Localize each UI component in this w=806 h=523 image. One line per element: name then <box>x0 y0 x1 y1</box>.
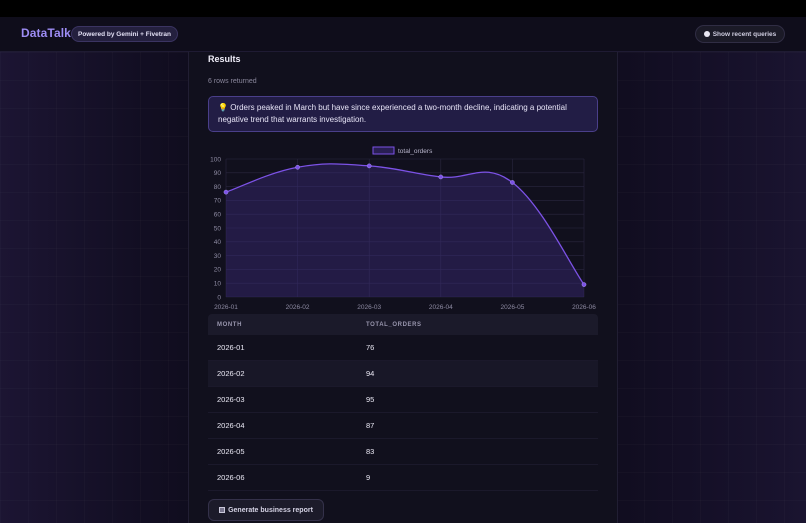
cell-total-orders: 76 <box>366 343 375 352</box>
x-tick-label: 2026-06 <box>572 304 596 311</box>
data-point <box>438 174 444 180</box>
orders-line-chart: 0 10 20 30 40 50 60 70 80 90 100 2026-01 2026-02 2026… <box>200 143 606 313</box>
data-point <box>581 282 587 287</box>
cell-month: 2026-02 <box>217 369 245 378</box>
y-tick-label: 60 <box>214 212 222 219</box>
y-tick-label: 40 <box>214 239 222 246</box>
data-point <box>223 189 229 195</box>
cell-month: 2026-06 <box>217 473 245 482</box>
table-header: MONTH TOTAL_ORDERS <box>208 314 598 335</box>
insight-callout: 💡 Orders peaked in March but have since … <box>208 96 598 132</box>
cell-month: 2026-05 <box>217 447 245 456</box>
table-row: 2026-05 83 <box>208 439 598 465</box>
y-tick-label: 0 <box>217 294 221 301</box>
cell-month: 2026-03 <box>217 395 245 404</box>
show-recent-queries-button[interactable]: Show recent queries <box>695 25 785 43</box>
y-tick-label: 50 <box>214 225 222 232</box>
y-tick-label: 30 <box>214 253 222 260</box>
cell-total-orders: 95 <box>366 395 375 404</box>
generate-business-report-label: Generate business report <box>228 506 313 514</box>
table-row: 2026-06 9 <box>208 465 598 491</box>
cell-total-orders: 83 <box>366 447 375 456</box>
table-row: 2026-03 95 <box>208 387 598 413</box>
y-tick-label: 10 <box>214 281 222 288</box>
document-icon <box>219 507 226 513</box>
x-tick-label: 2026-01 <box>214 304 238 311</box>
insight-text: Orders peaked in March but have since ex… <box>218 103 567 124</box>
rows-returned-count: 6 rows returned <box>208 78 257 85</box>
legend-label: total_orders <box>398 148 433 155</box>
app-logo[interactable]: DataTalk <box>21 26 71 40</box>
x-tick-label: 2026-04 <box>429 304 453 311</box>
show-recent-queries-label: Show recent queries <box>712 30 777 38</box>
lightbulb-icon: 💡 <box>218 103 228 112</box>
window-top-strip <box>0 0 806 17</box>
table-row: 2026-02 94 <box>208 361 598 387</box>
series-area-total-orders <box>226 163 584 297</box>
data-point <box>510 180 515 185</box>
cell-total-orders: 94 <box>366 369 375 378</box>
legend-swatch <box>372 146 395 155</box>
table-row: 2026-04 87 <box>208 413 598 439</box>
cell-month: 2026-04 <box>217 421 245 430</box>
column-header-total-orders[interactable]: TOTAL_ORDERS <box>366 321 422 328</box>
app-header: DataTalk Powered by Gemini + Fivetran Sh… <box>0 17 806 52</box>
generate-business-report-button[interactable]: Generate business report <box>208 499 324 521</box>
table-row: 2026-01 76 <box>208 335 598 361</box>
y-tick-label: 100 <box>210 156 221 163</box>
y-tick-label: 80 <box>214 184 222 191</box>
cell-total-orders: 9 <box>366 473 371 482</box>
chart-svg: 0 10 20 30 40 50 60 70 80 90 100 2026-01 2026-02 2026… <box>210 146 596 311</box>
y-tick-label: 90 <box>214 170 222 177</box>
column-header-month[interactable]: MONTH <box>217 321 242 328</box>
powered-by-badge: Powered by Gemini + Fivetran <box>71 26 179 42</box>
results-title: Results <box>208 54 241 64</box>
circle-icon <box>703 31 710 37</box>
results-table: MONTH TOTAL_ORDERS 2026-01 76 2026-02 94… <box>208 314 598 491</box>
cell-total-orders: 87 <box>366 421 375 430</box>
x-tick-label: 2026-03 <box>357 304 381 311</box>
y-tick-label: 20 <box>214 267 222 274</box>
x-tick-label: 2026-05 <box>500 304 524 311</box>
cell-month: 2026-01 <box>217 343 245 352</box>
data-point <box>295 164 300 170</box>
x-tick-label: 2026-02 <box>286 304 310 311</box>
data-point <box>366 163 372 169</box>
y-tick-label: 70 <box>214 198 222 205</box>
